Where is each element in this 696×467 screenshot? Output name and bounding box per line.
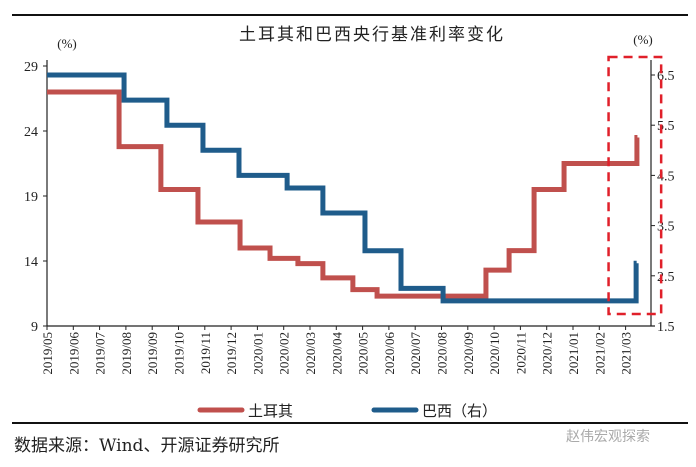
x-tick-label: 2020/06 <box>382 332 397 375</box>
x-tick-label: 2021/01 <box>566 332 581 375</box>
x-tick-label: 2019/09 <box>145 332 160 375</box>
x-tick-label: 2020/02 <box>277 332 292 375</box>
chart-title: 土耳其和巴西央行基准利率变化 <box>239 25 505 45</box>
legend-label-turkey: 土耳其 <box>248 402 293 420</box>
left-tick-label: 14 <box>24 255 38 270</box>
right-tick-label: 4.5 <box>657 169 675 184</box>
right-tick-label: 2.5 <box>657 270 675 285</box>
brazil-rate-line <box>47 72 639 304</box>
x-tick-label: 2020/05 <box>356 332 371 375</box>
x-tick-label: 2019/05 <box>40 332 55 375</box>
highlight-box <box>607 55 663 316</box>
legend: 土耳其 巴西（右） <box>197 402 497 420</box>
x-tick-label: 2019/10 <box>172 332 187 375</box>
x-tick-label: 2020/08 <box>435 332 450 375</box>
x-tick-label: 2021/02 <box>592 332 607 375</box>
left-tick-label: 19 <box>24 190 38 205</box>
x-tick-label: 2019/06 <box>66 332 81 375</box>
left-tick-label: 29 <box>24 60 38 75</box>
watermark: 赵伟宏观探索 <box>566 428 650 445</box>
x-tick-label: 2021/03 <box>619 332 634 375</box>
legend-label-brazil: 巴西（右） <box>422 402 497 420</box>
right-tick-label: 5.5 <box>657 119 675 134</box>
x-tick-label: 2019/12 <box>224 332 239 375</box>
x-tick-label: 2020/11 <box>513 332 528 374</box>
left-axis-unit: (%) <box>57 36 77 51</box>
turkey-rate-line <box>47 89 640 299</box>
left-tick-label: 9 <box>31 320 38 335</box>
x-tick-label: 2019/08 <box>119 332 134 375</box>
left-tick-label: 24 <box>24 125 38 140</box>
x-tick-label: 2020/10 <box>487 332 502 375</box>
x-tick-label: 2020/03 <box>303 332 318 375</box>
right-tick-label: 1.5 <box>657 320 675 335</box>
x-tick-label: 2020/07 <box>408 332 423 375</box>
right-tick-label: 6.5 <box>657 69 675 84</box>
right-tick-label: 3.5 <box>657 220 675 235</box>
source-note: 数据来源：Wind、开源证券研究所 <box>14 436 279 456</box>
x-tick-label: 2019/07 <box>93 332 108 375</box>
x-tick-label: 2020/01 <box>250 332 265 375</box>
x-tick-label: 2020/09 <box>461 332 476 375</box>
x-tick-label: 2020/12 <box>540 332 555 375</box>
x-tick-label: 2020/04 <box>329 332 344 375</box>
x-tick-label: 2019/11 <box>198 332 213 374</box>
right-axis-unit: (%) <box>633 32 653 47</box>
